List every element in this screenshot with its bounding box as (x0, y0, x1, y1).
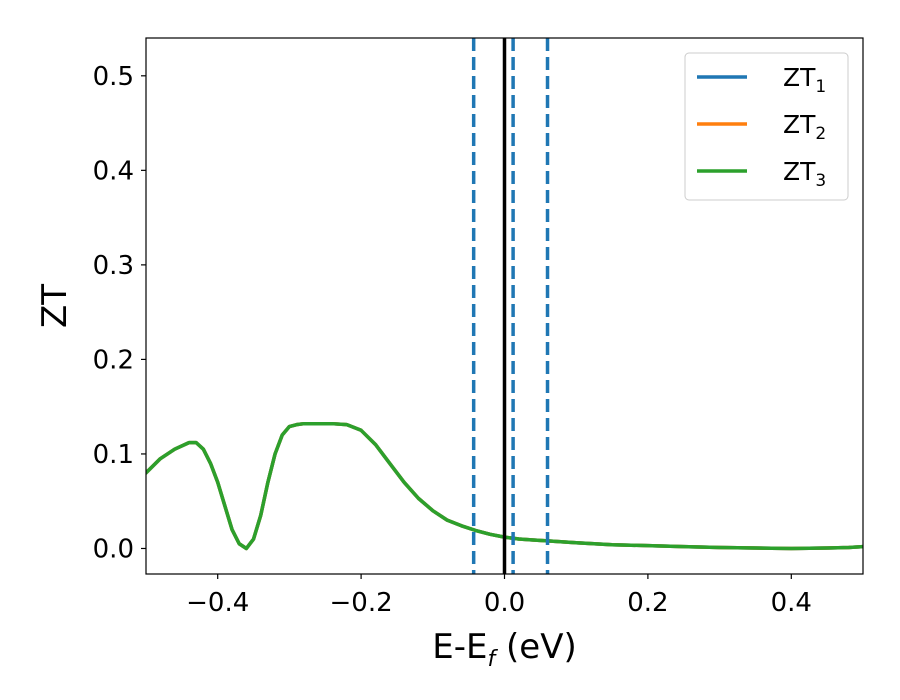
y-axis-ticks: 0.0 0.1 0.2 0.3 0.4 0.5 (93, 62, 146, 564)
y-tick-label: 0.3 (93, 251, 134, 281)
y-tick-label: 0.0 (93, 534, 134, 564)
vertical-lines (471, 38, 550, 574)
series-line-3 (146, 421, 863, 551)
x-tick-label: 0.4 (771, 588, 812, 618)
y-tick-label: 0.1 (93, 440, 134, 470)
series-layer (146, 421, 863, 551)
x-axis-title: E-Ef (eV) (432, 627, 577, 672)
x-tick-label: −0.4 (186, 588, 249, 618)
y-axis-title: ZT (35, 284, 75, 328)
legend-items: ZT1 ZT2 ZT3 (697, 63, 826, 191)
legend-frame (684, 52, 849, 201)
y-tick-label: 0.2 (93, 345, 134, 375)
y-tick-label: 0.5 (93, 62, 134, 92)
legend-label-1: ZT1 (783, 63, 826, 97)
legend: ZT1 ZT2 ZT3 (684, 52, 849, 201)
plot-area (145, 37, 864, 575)
x-axis-ticks: −0.4 −0.2 0.0 0.2 0.4 (186, 574, 812, 618)
legend-label-2: ZT2 (783, 110, 826, 144)
legend-label-3: ZT3 (783, 157, 826, 191)
x-tick-label: −0.2 (330, 588, 393, 618)
y-tick-label: 0.4 (93, 156, 134, 186)
x-tick-label: 0.2 (627, 588, 668, 618)
x-tick-label: 0.0 (484, 588, 525, 618)
